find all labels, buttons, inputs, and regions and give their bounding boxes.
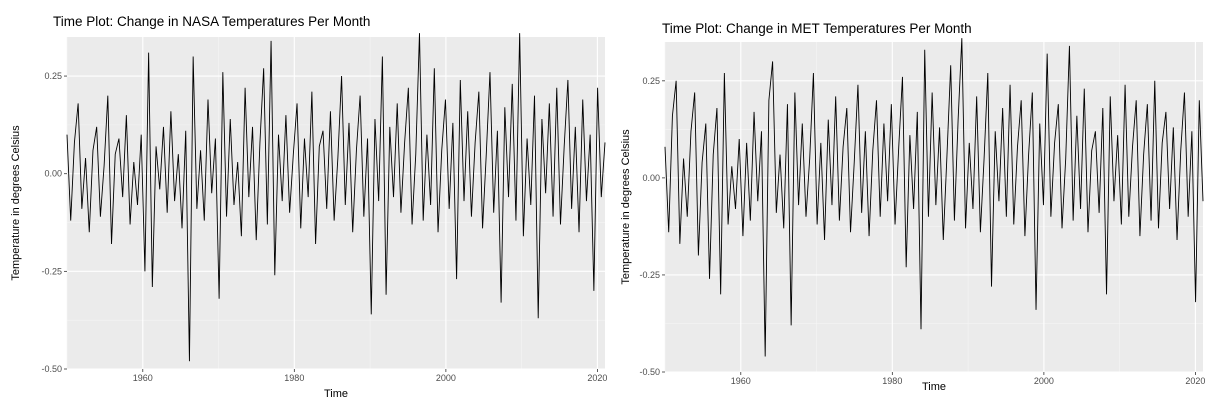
nasa-x-tick-label: 2020 <box>587 373 607 383</box>
met-series-line-0 <box>664 38 1204 357</box>
met-plot-background <box>665 42 1203 372</box>
nasa-y-tick-label: -0.25 <box>41 266 62 276</box>
met-y-tick-label: -0.50 <box>639 367 660 377</box>
nasa-series-line-0 <box>66 33 606 362</box>
nasa-time-plot: Time Plot: Change in NASA Temperatures P… <box>10 14 607 400</box>
nasa-x-tick-label: 1960 <box>133 373 153 383</box>
met-chart-panel: Time Plot: Change in MET Temperatures Pe… <box>612 0 1210 408</box>
met-time-plot: Time Plot: Change in MET Temperatures Pe… <box>620 21 1205 393</box>
met-y-tick-label: 0.00 <box>642 173 660 183</box>
met-x-axis-title: Time <box>922 381 946 393</box>
nasa-y-tick-label: -0.50 <box>41 364 62 374</box>
nasa-x-tick-label: 1980 <box>284 373 304 383</box>
nasa-x-axis-title: Time <box>324 388 348 400</box>
nasa-y-tick-label: 0.25 <box>44 71 62 81</box>
nasa-chart-title: Time Plot: Change in NASA Temperatures P… <box>53 14 370 29</box>
met-x-tick-label: 1960 <box>731 376 751 386</box>
met-y-tick-label: 0.25 <box>642 76 660 86</box>
met-chart-title: Time Plot: Change in MET Temperatures Pe… <box>662 21 972 36</box>
met-x-tick-label: 2020 <box>1185 376 1205 386</box>
nasa-y-axis-title: Temperature in degrees Celsius <box>10 125 22 281</box>
nasa-y-tick-label: 0.00 <box>44 169 62 179</box>
nasa-chart-panel: Time Plot: Change in NASA Temperatures P… <box>10 14 607 400</box>
met-y-axis-title: Temperature in degrees Celsius <box>620 129 632 285</box>
met-x-tick-label: 1980 <box>882 376 902 386</box>
met-x-tick-label: 2000 <box>1034 376 1054 386</box>
met-y-tick-label: -0.25 <box>639 270 660 280</box>
nasa-x-tick-label: 2000 <box>436 373 456 383</box>
